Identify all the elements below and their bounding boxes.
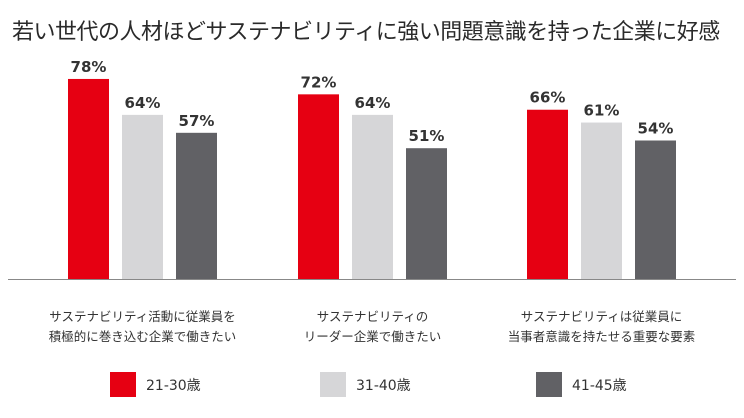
bar-21-30歳-group-3	[527, 109, 568, 280]
bar-21-30歳-group-1	[68, 78, 109, 279]
bar-31-40歳-group-3	[581, 122, 622, 279]
value-label: 51%	[409, 127, 445, 145]
bar-41-45歳-group-2	[406, 148, 447, 279]
bar-41-45歳-group-1	[176, 132, 217, 279]
bar-31-40歳-group-1	[122, 114, 163, 279]
legend-swatch-21-30歳	[110, 372, 136, 397]
legend-label: 41-45歳	[572, 378, 627, 394]
bar-41-45歳-group-3	[635, 140, 676, 279]
legend-label: 21-30歳	[146, 378, 201, 394]
value-label: 54%	[638, 120, 674, 138]
category-label: リーダー企業で働きたい	[304, 329, 442, 344]
value-label: 78%	[71, 58, 107, 76]
legend-swatch-41-45歳	[536, 372, 562, 397]
bar-21-30歳-group-2	[298, 94, 339, 279]
category-label: サステナビリティは従業員に	[521, 309, 683, 324]
legend-swatch-31-40歳	[320, 372, 346, 397]
category-label: 積極的に巻き込む企業で働きたい	[49, 329, 237, 344]
legend-label: 31-40歳	[356, 378, 411, 394]
category-label: サステナビリティ活動に従業員を	[49, 309, 236, 324]
value-label: 66%	[530, 89, 566, 107]
bar-31-40歳-group-2	[352, 114, 393, 279]
value-label: 64%	[355, 94, 391, 112]
category-label: 当事者意識を持たせる重要な要素	[508, 329, 696, 344]
value-label: 61%	[584, 102, 620, 120]
value-label: 57%	[179, 112, 215, 130]
value-label: 64%	[125, 94, 161, 112]
value-label: 72%	[301, 73, 337, 91]
chart-title: 若い世代の人材ほどサステナビリティに強い問題意識を持った企業に好感	[12, 20, 720, 45]
category-label: サステナビリティの	[317, 309, 429, 324]
